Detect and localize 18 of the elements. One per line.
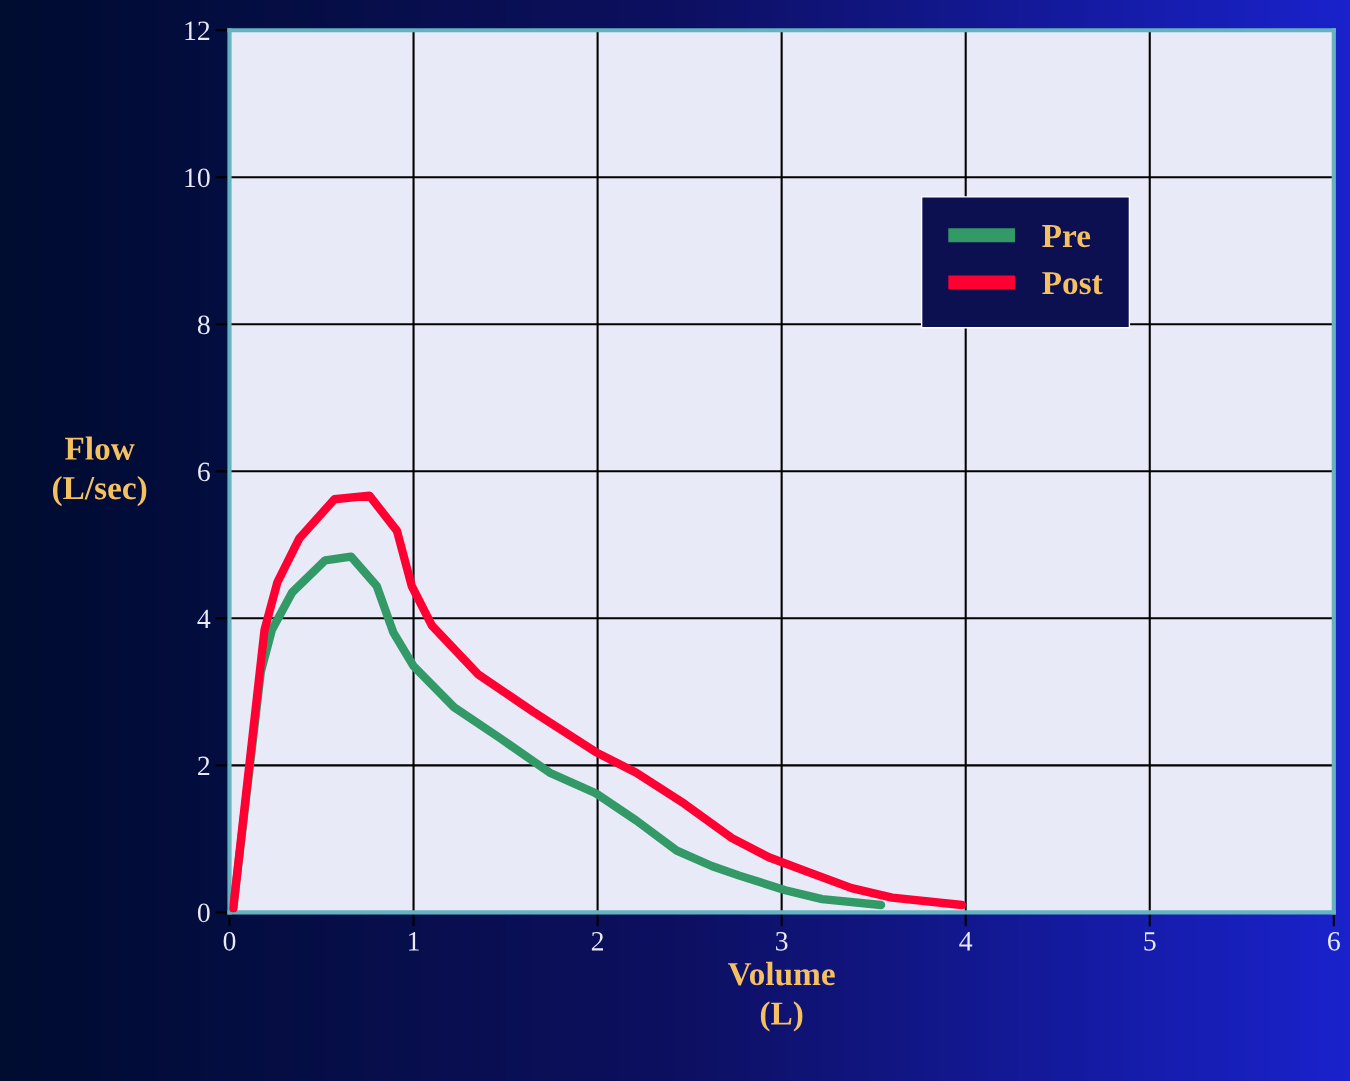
y-tick-label: 10 xyxy=(185,168,210,188)
y-tick-label: 6 xyxy=(198,462,210,482)
x-tick-label: 3 xyxy=(776,932,788,951)
x-tick-label: 4 xyxy=(959,932,973,951)
x-tick-label: 1 xyxy=(409,932,419,951)
x-tick-label: 0 xyxy=(223,931,236,951)
y-axis-title: Flow (L/sec) xyxy=(52,436,147,507)
y-tick-label: 4 xyxy=(197,609,211,628)
y-tick-label: 12 xyxy=(185,21,210,40)
x-tick-label: 5 xyxy=(1144,932,1156,951)
y-tick-label: 8 xyxy=(197,315,210,335)
x-tick-label: 2 xyxy=(591,932,604,951)
y-tick-label: 2 xyxy=(198,756,210,775)
x-axis-title: Volume (L) xyxy=(728,961,835,1032)
y-tick-label: 0 xyxy=(197,903,210,923)
legend-label: Post xyxy=(1042,272,1103,295)
x-tick-label: 6 xyxy=(1328,932,1340,951)
legend-label: Pre xyxy=(1042,225,1091,248)
